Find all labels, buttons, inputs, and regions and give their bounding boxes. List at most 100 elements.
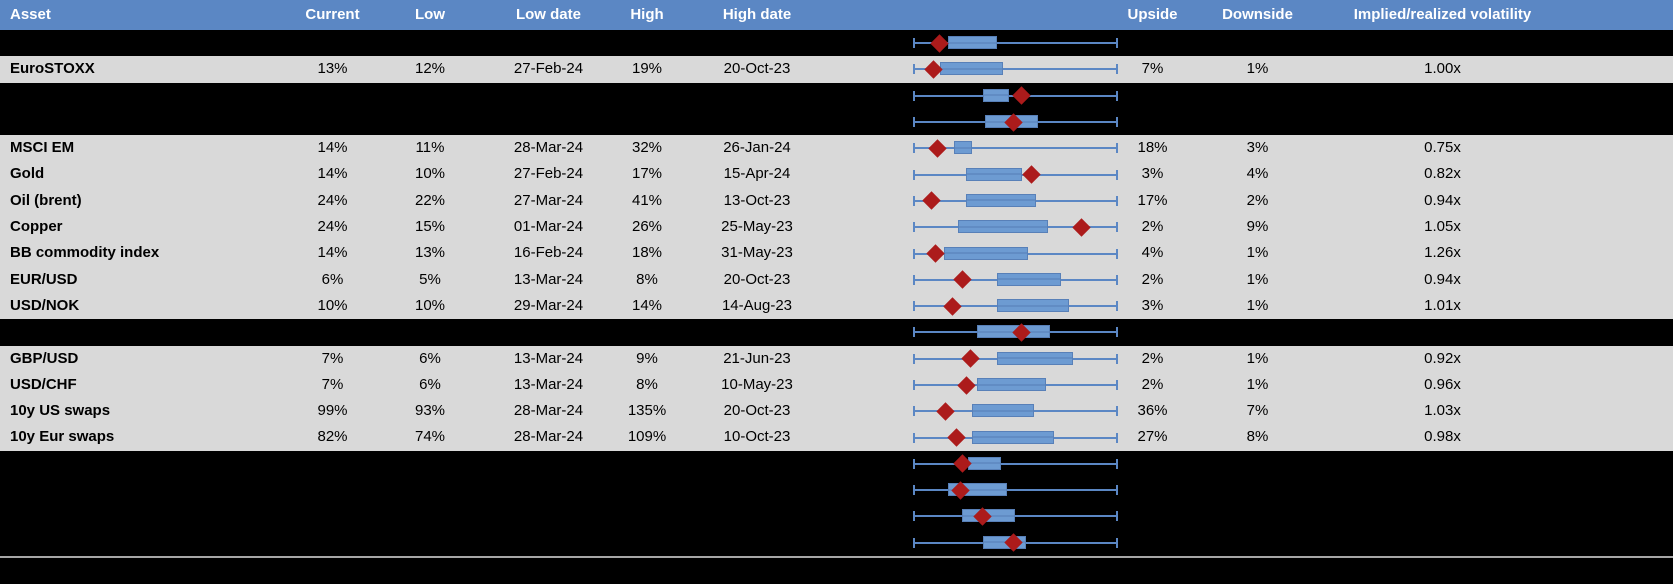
boxplot[interactable]	[913, 319, 1118, 345]
cell-downside[interactable]: 1%	[1246, 60, 1269, 78]
cell-downside[interactable]: 2%	[1246, 191, 1269, 209]
boxplot[interactable]	[913, 83, 1118, 109]
cell-downside[interactable]: 8%	[1246, 428, 1269, 446]
cell-current[interactable]: 99%	[317, 402, 348, 420]
cell-downside[interactable]: 1%	[1246, 244, 1269, 262]
cell-upside[interactable]: 18%	[1137, 139, 1168, 157]
boxplot[interactable]	[913, 372, 1118, 398]
cell-implied[interactable]: 1.03x	[1424, 402, 1461, 420]
cell-high[interactable]: 41%	[631, 191, 663, 209]
cell-asset[interactable]: EUR/USD	[10, 270, 78, 288]
cell-low-date[interactable]: 27-Mar-24	[513, 191, 584, 209]
cell-low[interactable]: 10%	[414, 165, 446, 183]
cell-downside[interactable]: 3%	[1246, 139, 1269, 157]
cell-low-date[interactable]: 13-Mar-24	[513, 270, 584, 288]
cell-low[interactable]: 15%	[414, 218, 446, 236]
boxplot[interactable]	[913, 451, 1118, 477]
cell-low-date[interactable]: 01-Mar-24	[513, 218, 584, 236]
boxplot[interactable]	[913, 293, 1118, 319]
cell-upside[interactable]: 7%	[1141, 60, 1164, 78]
cell-asset[interactable]: USD/NOK	[10, 296, 80, 314]
cell-high[interactable]: 32%	[631, 139, 663, 157]
cell-low[interactable]: 93%	[414, 402, 446, 420]
cell-current[interactable]: 13%	[317, 60, 348, 78]
cell-downside[interactable]: 1%	[1246, 349, 1269, 367]
column-header-current[interactable]: Current	[305, 5, 360, 23]
boxplot[interactable]	[913, 503, 1118, 529]
cell-asset[interactable]: MSCI EM	[10, 139, 75, 157]
boxplot[interactable]	[913, 109, 1118, 135]
cell-high-date[interactable]: 10-Oct-23	[723, 428, 791, 446]
cell-low-date[interactable]: 27-Feb-24	[513, 165, 584, 183]
cell-upside[interactable]: 4%	[1141, 244, 1164, 262]
boxplot[interactable]	[913, 56, 1118, 82]
cell-upside[interactable]: 17%	[1137, 191, 1168, 209]
cell-implied[interactable]: 0.96x	[1424, 375, 1461, 393]
boxplot[interactable]	[913, 477, 1118, 503]
cell-low[interactable]: 13%	[414, 244, 446, 262]
column-header-upside[interactable]: Upside	[1127, 5, 1178, 23]
cell-low-date[interactable]: 27-Feb-24	[513, 60, 584, 78]
boxplot[interactable]	[913, 214, 1118, 240]
cell-asset[interactable]: GBP/USD	[10, 349, 79, 367]
column-header-asset[interactable]: Asset	[10, 5, 51, 23]
cell-current[interactable]: 24%	[317, 218, 348, 236]
cell-current[interactable]: 82%	[317, 428, 348, 446]
cell-high[interactable]: 17%	[631, 165, 663, 183]
cell-high-date[interactable]: 10-May-23	[721, 375, 793, 393]
column-header-high[interactable]: High	[630, 5, 664, 23]
cell-high[interactable]: 9%	[636, 349, 658, 367]
column-header-low[interactable]: Low	[415, 5, 445, 23]
cell-high-date[interactable]: 20-Oct-23	[723, 60, 791, 78]
cell-asset[interactable]: BB commodity index	[10, 244, 160, 262]
cell-current[interactable]: 7%	[321, 375, 344, 393]
cell-high-date[interactable]: 20-Oct-23	[723, 402, 791, 420]
cell-downside[interactable]: 4%	[1246, 165, 1269, 183]
cell-high-date[interactable]: 26-Jan-24	[723, 139, 791, 157]
cell-implied[interactable]: 0.98x	[1424, 428, 1461, 446]
cell-asset[interactable]: Gold	[10, 165, 45, 183]
boxplot[interactable]	[913, 135, 1118, 161]
cell-high-date[interactable]: 13-Oct-23	[723, 191, 791, 209]
cell-current[interactable]: 14%	[317, 244, 348, 262]
cell-high-date[interactable]: 14-Aug-23	[721, 296, 793, 314]
boxplot[interactable]	[913, 240, 1118, 266]
cell-implied[interactable]: 1.05x	[1424, 218, 1461, 236]
cell-asset[interactable]: Copper	[10, 218, 63, 236]
column-header-low-date[interactable]: Low date	[515, 5, 581, 23]
column-header-implied[interactable]: Implied/realized volatility	[1353, 5, 1532, 23]
cell-downside[interactable]: 7%	[1246, 402, 1269, 420]
boxplot[interactable]	[913, 530, 1118, 556]
cell-implied[interactable]: 0.75x	[1424, 139, 1461, 157]
cell-upside[interactable]: 2%	[1141, 270, 1164, 288]
cell-upside[interactable]: 3%	[1141, 296, 1164, 314]
cell-low[interactable]: 11%	[415, 139, 445, 157]
cell-implied[interactable]: 1.01x	[1424, 296, 1461, 314]
cell-downside[interactable]: 1%	[1246, 296, 1269, 314]
cell-implied[interactable]: 0.94x	[1424, 270, 1461, 288]
boxplot[interactable]	[913, 161, 1118, 187]
cell-implied[interactable]: 1.26x	[1424, 244, 1461, 262]
boxplot[interactable]	[913, 346, 1118, 372]
cell-high-date[interactable]: 15-Apr-24	[723, 165, 791, 183]
cell-asset[interactable]: USD/CHF	[10, 375, 77, 393]
cell-high-date[interactable]: 25-May-23	[721, 218, 793, 236]
cell-upside[interactable]: 27%	[1137, 428, 1168, 446]
cell-high[interactable]: 14%	[631, 296, 663, 314]
cell-asset[interactable]: 10y Eur swaps	[10, 428, 115, 446]
cell-implied[interactable]: 0.82x	[1424, 165, 1461, 183]
cell-upside[interactable]: 2%	[1141, 375, 1164, 393]
cell-high[interactable]: 8%	[636, 375, 658, 393]
cell-asset[interactable]: EuroSTOXX	[10, 60, 95, 78]
cell-high[interactable]: 8%	[636, 270, 658, 288]
cell-low[interactable]: 22%	[414, 191, 446, 209]
cell-current[interactable]: 24%	[317, 191, 348, 209]
cell-low-date[interactable]: 28-Mar-24	[513, 402, 584, 420]
cell-implied[interactable]: 0.94x	[1424, 191, 1461, 209]
cell-low[interactable]: 74%	[414, 428, 446, 446]
cell-low-date[interactable]: 28-Mar-24	[513, 428, 584, 446]
boxplot[interactable]	[913, 267, 1118, 293]
cell-high[interactable]: 135%	[627, 402, 667, 420]
boxplot[interactable]	[913, 424, 1118, 450]
cell-high-date[interactable]: 31-May-23	[721, 244, 793, 262]
